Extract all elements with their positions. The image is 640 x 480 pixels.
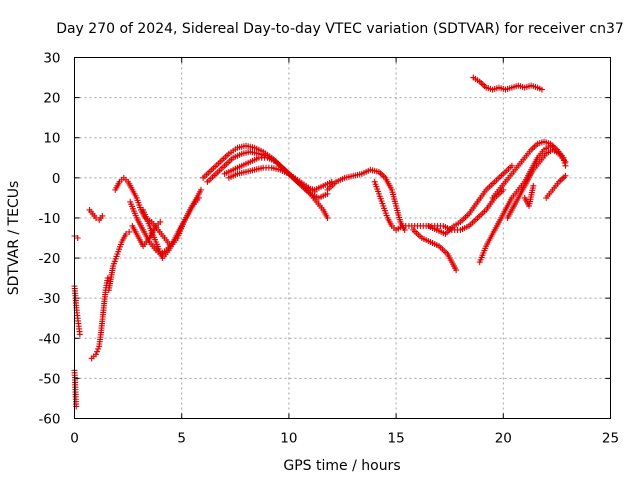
series-s17: [410, 226, 460, 274]
series-s14: [225, 164, 318, 195]
y-tick-labels: -60 -50 -40 -30 -20 -10 0 10 20 30: [38, 51, 60, 428]
data-point: [197, 186, 204, 193]
y-tick-label: -30: [38, 291, 60, 307]
data-point: [74, 235, 81, 241]
data-point: [311, 188, 318, 195]
data-point: [104, 275, 111, 282]
series-s4: [86, 206, 106, 223]
x-tick-label: 25: [602, 431, 619, 447]
y-tick-label: -10: [38, 211, 60, 227]
data-point: [401, 226, 408, 233]
data-point: [95, 345, 102, 352]
data-point: [538, 86, 545, 93]
data-point: [562, 158, 569, 165]
y-tick-label: -50: [38, 371, 60, 387]
plot-frame: [74, 57, 611, 419]
series-s23: [543, 172, 569, 201]
data-point: [126, 228, 133, 235]
series-s5: [88, 275, 111, 362]
x-tick-label: 0: [70, 431, 79, 447]
x-tick-label: 5: [177, 431, 186, 447]
data-point: [562, 172, 569, 179]
y-tick-label: -40: [38, 331, 60, 347]
data-point: [195, 194, 202, 201]
x-tick-label: 15: [388, 431, 405, 447]
data-point: [92, 351, 99, 358]
series-s10: [140, 198, 198, 262]
chart-title: Day 270 of 2024, Sidereal Day-to-day VTE…: [56, 21, 624, 37]
y-tick-label: 30: [43, 51, 60, 67]
data-point: [324, 214, 331, 221]
grid-lines: [74, 57, 611, 419]
series-s24: [521, 182, 537, 209]
data-point: [530, 182, 537, 189]
series-s3: [71, 367, 80, 410]
data-point: [157, 218, 164, 225]
series-s18: [425, 162, 515, 237]
data-point: [99, 212, 106, 219]
x-axis-label: GPS time / hours: [283, 458, 400, 474]
data-series: [71, 74, 569, 410]
data-point: [191, 198, 198, 205]
x-tick-label: 20: [495, 431, 512, 447]
y-tick-label: 0: [52, 171, 61, 187]
series-s15: [324, 166, 408, 233]
series-s19: [470, 74, 545, 93]
data-point: [94, 348, 101, 355]
data-point: [76, 331, 83, 338]
data-point: [508, 162, 515, 169]
series-s6: [105, 228, 133, 294]
x-tick-label: 10: [280, 431, 297, 447]
y-tick-label: 20: [43, 91, 60, 107]
data-point: [453, 267, 460, 274]
series-s22: [504, 146, 569, 221]
y-tick-label: -20: [38, 251, 60, 267]
data-point: [561, 160, 568, 167]
data-point: [122, 230, 129, 237]
x-tick-labels: 0 5 10 15 20 25: [70, 431, 619, 447]
y-axis-label: SDTVAR / TECUs: [6, 181, 22, 296]
y-tick-label: -60: [38, 412, 60, 428]
y-tick-label: 10: [43, 131, 60, 147]
